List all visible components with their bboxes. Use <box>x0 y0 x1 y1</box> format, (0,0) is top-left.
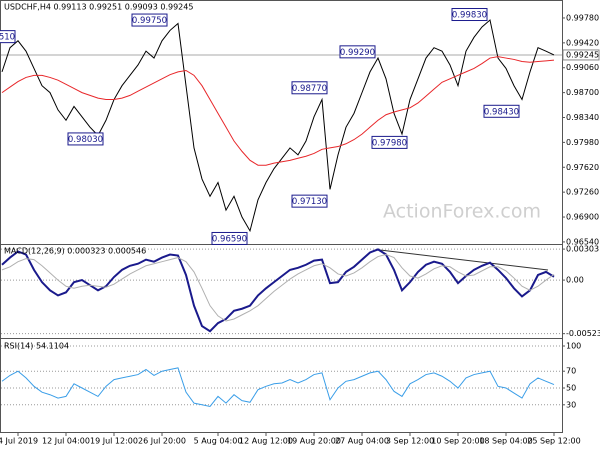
annotation-label: 0.98430 <box>484 107 519 117</box>
x-tick-label: 12 Jul 04:00 <box>42 437 90 446</box>
y-tick-label: 0.97980 <box>566 138 599 147</box>
annotation-box <box>451 8 488 22</box>
y-tick-label: 30 <box>566 400 576 409</box>
y-tick-label: 0.99780 <box>566 13 599 22</box>
series-line <box>1 56 555 166</box>
annotation-label: 0.99510 <box>0 33 15 43</box>
y-tick-label: 0.00303 <box>566 245 599 254</box>
annotation-box <box>0 30 16 44</box>
x-tick-label: 27 Aug 04:00 <box>335 437 389 446</box>
annotation-box <box>291 81 328 95</box>
annotation-box <box>211 231 248 245</box>
annotation-box <box>291 194 328 208</box>
annotation-box <box>67 132 104 146</box>
y-tick-label: 50 <box>566 384 576 393</box>
y-tick-label: 0.99420 <box>566 38 599 47</box>
panel-title: USDCHF,H4 0.99113 0.99251 0.99093 0.9924… <box>4 3 193 12</box>
annotation-label: 0.96590 <box>212 234 247 244</box>
x-tick-label: 26 Jul 20:00 <box>138 437 186 446</box>
annotation-box <box>131 13 168 27</box>
last-price-box <box>562 49 600 61</box>
panel-title: RSI(14) 54.1104 <box>4 342 69 351</box>
y-tick-label: 0.99060 <box>566 63 599 72</box>
y-tick-label: 100 <box>566 342 581 351</box>
y-tick-label: 0.96900 <box>566 213 599 222</box>
y-tick-label: 0.97260 <box>566 188 599 197</box>
annotation-label: 0.97130 <box>292 197 327 207</box>
x-tick-label: 12 Aug 12:00 <box>239 437 293 446</box>
annotation-label: 0.99290 <box>340 48 375 58</box>
x-tick-label: 25 Sep 12:00 <box>527 437 580 446</box>
annotation-box <box>483 104 520 118</box>
y-tick-label: -0.005236 <box>566 329 600 338</box>
y-tick-label: 0.00 <box>566 276 584 285</box>
y-tick-label: 0.96540 <box>566 237 599 246</box>
annotation-label: 0.97980 <box>372 138 407 148</box>
y-tick-label: 0.98340 <box>566 113 599 122</box>
annotation-box <box>371 135 408 149</box>
series-line <box>1 248 555 333</box>
watermark: ActionForex.com <box>383 201 541 223</box>
x-tick-label: 19 Aug 20:00 <box>287 437 341 446</box>
y-tick-label: 0.98700 <box>566 88 599 97</box>
x-tick-label: 19 Jul 12:00 <box>90 437 138 446</box>
x-tick-label: 3 Sep 12:00 <box>386 437 434 446</box>
frame <box>0 0 563 433</box>
trend-line <box>379 249 549 271</box>
series-line <box>1 19 555 233</box>
y-tick-label: 70 <box>566 367 576 376</box>
annotation-label: 0.98770 <box>292 84 327 94</box>
annotation-label: 0.99750 <box>132 16 167 26</box>
x-tick-label: 18 Sep 04:00 <box>479 437 532 446</box>
x-tick-label: 5 Aug 04:00 <box>194 437 243 446</box>
annotation-box <box>339 45 376 59</box>
series-line <box>1 253 555 322</box>
series-line <box>1 367 555 408</box>
panel-title: MACD(12,26,9) 0.000323 0.000546 <box>4 247 146 256</box>
last-price-label: 0.99245 <box>566 50 599 59</box>
annotation-label: 0.98030 <box>68 135 103 145</box>
x-tick-label: 4 Jul 2019 <box>0 437 38 446</box>
annotation-label: 0.99830 <box>452 11 487 21</box>
x-tick-label: 10 Sep 20:00 <box>431 437 484 446</box>
y-tick-label: 0.97620 <box>566 163 599 172</box>
